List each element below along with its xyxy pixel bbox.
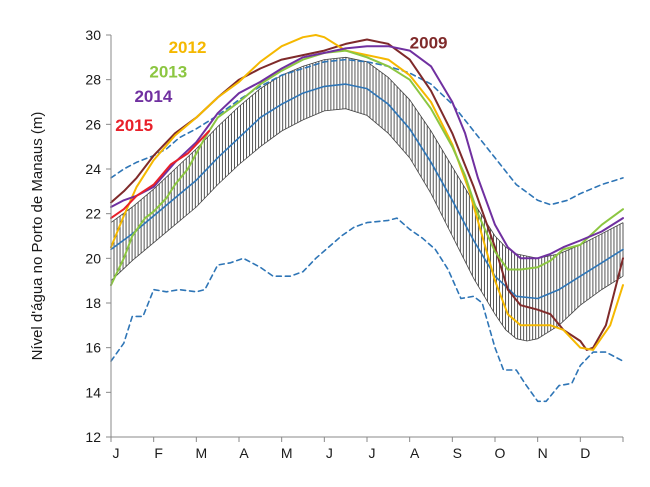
x-tick-label: M bbox=[281, 445, 293, 461]
x-tick-label: O bbox=[495, 445, 506, 461]
series-label-2015: 2015 bbox=[115, 116, 153, 135]
x-tick-label: M bbox=[195, 445, 207, 461]
series-line-2012 bbox=[110, 34, 624, 351]
series-line-max bbox=[110, 58, 624, 206]
series-line-2014 bbox=[110, 45, 624, 260]
x-tick-label: A bbox=[239, 445, 249, 461]
series-label-2012: 2012 bbox=[169, 38, 207, 57]
x-tick-label: J bbox=[369, 445, 376, 461]
y-tick-label: 26 bbox=[85, 116, 101, 132]
y-tick-label: 30 bbox=[85, 27, 101, 43]
series-line-mean bbox=[110, 83, 624, 300]
y-tick-label: 22 bbox=[85, 206, 101, 222]
x-tick-label: J bbox=[113, 445, 120, 461]
series-label-2009: 2009 bbox=[410, 33, 448, 52]
y-tick-label: 16 bbox=[85, 340, 101, 356]
series-label-2013: 2013 bbox=[149, 62, 187, 81]
x-tick-label: S bbox=[453, 445, 462, 461]
series-line-2013 bbox=[110, 49, 624, 287]
band-lower-edge bbox=[110, 108, 624, 342]
series-line-min bbox=[110, 217, 624, 403]
y-axis-title: Nível d'água no Porto de Manaus (m) bbox=[29, 112, 46, 361]
y-tick-label: 12 bbox=[85, 429, 101, 445]
series-line-2015 bbox=[110, 130, 211, 220]
x-tick-label: D bbox=[580, 445, 590, 461]
series-lines bbox=[110, 34, 624, 403]
y-tick-label: 20 bbox=[85, 250, 101, 266]
y-tick-label: 14 bbox=[85, 384, 101, 400]
y-tick-label: 24 bbox=[85, 161, 101, 177]
series-label-2014: 2014 bbox=[134, 87, 172, 106]
x-tick-label: J bbox=[326, 445, 333, 461]
y-tick-label: 28 bbox=[85, 72, 101, 88]
band bbox=[110, 56, 624, 342]
axes: 12 14 16 18 20 22 24 26 28 30 J F M A M J J A S O N D bbox=[85, 27, 624, 461]
x-tick-label: A bbox=[410, 445, 420, 461]
x-tick-label: N bbox=[538, 445, 548, 461]
y-tick-label: 18 bbox=[85, 295, 101, 311]
series-labels: 2009 2012 2013 2014 2015 bbox=[115, 33, 447, 135]
x-tick-label: F bbox=[154, 445, 163, 461]
